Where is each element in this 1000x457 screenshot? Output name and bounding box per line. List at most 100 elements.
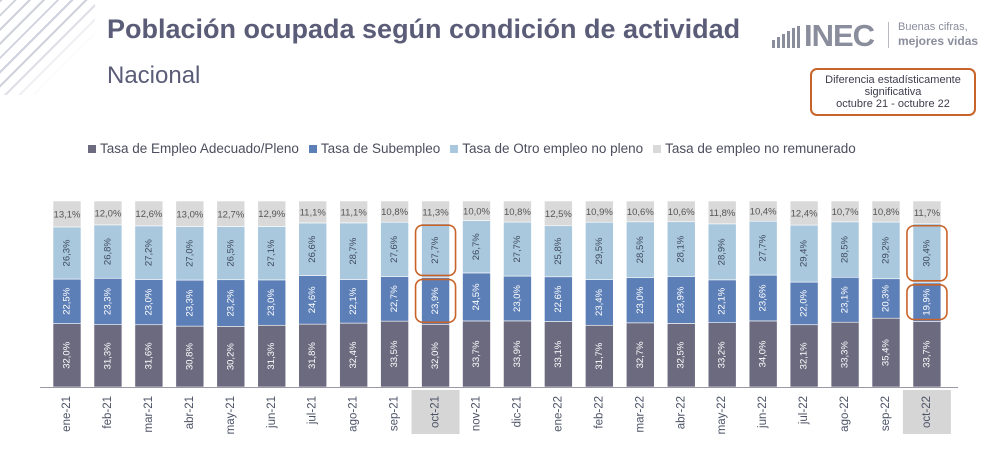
value-label-adecuado-oct-21: 32,0%	[430, 342, 441, 369]
value-label-subempleo-jun-21: 23,0%	[266, 289, 277, 316]
value-label-adecuado-may-22: 33,2%	[717, 341, 728, 368]
x-tick-label-ago-22: ago-22	[839, 396, 851, 432]
bar-subempleo-mar-21	[134, 279, 164, 326]
page-subtitle: Nacional	[107, 62, 201, 89]
bar-otro-jun-21	[257, 226, 287, 281]
legend-item-otro: Tasa de Otro empleo no pleno	[450, 141, 643, 156]
value-label-otro-mar-21: 27,2%	[143, 239, 154, 266]
value-label-subempleo-sep-22: 20,3%	[881, 284, 892, 311]
value-label-otro-feb-21: 26,8%	[102, 238, 113, 265]
bar-adecuado-feb-22	[585, 324, 614, 388]
x-tick-label-mar-22: mar-22	[634, 396, 646, 432]
bar-no-remunerado-nov-21	[462, 200, 491, 221]
value-label-subempleo-mar-21: 23,0%	[143, 288, 154, 315]
value-label-otro-jun-21: 27,1%	[266, 239, 277, 266]
value-label-subempleo-ene-21: 22,5%	[62, 287, 73, 314]
x-tick-label-feb-22: feb-22	[593, 396, 605, 429]
bar-no-remunerado-sep-22	[871, 200, 901, 223]
bar-adecuado-may-21	[216, 326, 246, 388]
value-label-no-remunerado-ago-22: 10,7%	[832, 207, 859, 218]
value-label-no-remunerado-jun-21: 12,9%	[258, 209, 285, 220]
bar-otro-feb-22	[585, 221, 614, 280]
x-tick-label-feb-21: feb-21	[102, 396, 114, 429]
bar-adecuado-jun-21	[257, 324, 287, 388]
bar-adecuado-jun-22	[748, 320, 778, 388]
note-line-3: octubre 21 - octubre 22	[836, 98, 950, 110]
bar-subempleo-ago-21	[339, 279, 368, 324]
bar-otro-ago-22	[830, 221, 860, 278]
bar-no-remunerado-mar-21	[134, 200, 164, 227]
bar-no-remunerado-abr-21	[175, 200, 205, 227]
value-label-otro-oct-22: 30,4%	[921, 239, 932, 266]
x-tick-label-may-21: may-21	[225, 396, 237, 434]
value-label-otro-ago-22: 28,5%	[840, 236, 851, 263]
legend-swatch-otro	[450, 144, 459, 153]
bar-subempleo-nov-21	[462, 272, 491, 322]
bar-otro-may-22	[707, 223, 737, 281]
bar-subempleo-jul-22	[789, 281, 819, 326]
bar-no-remunerado-ago-22	[830, 200, 860, 223]
legend-label-no-remunerado: Tasa de empleo no remunerado	[665, 141, 856, 156]
bar-no-remunerado-dic-21	[503, 200, 532, 223]
bar-subempleo-may-22	[707, 279, 737, 323]
logo-tagline-1: Buenas cifras,	[898, 21, 968, 33]
bar-otro-mar-22	[625, 221, 655, 279]
bar-subempleo-may-21	[216, 279, 246, 327]
value-label-subempleo-may-21: 23,2%	[225, 289, 236, 316]
value-label-adecuado-jun-22: 34,0%	[758, 340, 769, 367]
bar-subempleo-abr-22	[666, 276, 696, 324]
bar-adecuado-sep-22	[871, 317, 901, 388]
value-label-otro-feb-22: 29,5%	[594, 237, 605, 264]
value-label-otro-jun-22: 27,7%	[758, 234, 769, 261]
legend-item-adecuado: Tasa de Empleo Adecuado/Pleno	[88, 141, 299, 156]
bar-subempleo-mar-22	[625, 277, 655, 324]
highlight-box-subempleo-oct-21	[414, 278, 457, 324]
inec-bars-icon	[772, 26, 800, 48]
bar-no-remunerado-ene-22	[544, 200, 573, 227]
value-label-no-remunerado-may-21: 12,7%	[217, 209, 244, 220]
note-line-2: significativa	[864, 86, 922, 98]
value-label-subempleo-abr-22: 23,9%	[676, 286, 687, 313]
value-label-subempleo-dic-21: 23,0%	[512, 284, 523, 311]
bar-otro-mar-21	[134, 225, 164, 280]
value-label-subempleo-jul-22: 22,0%	[799, 289, 810, 316]
logo-divider	[888, 22, 889, 48]
highlight-label-bg-oct-21	[411, 390, 460, 434]
bar-no-remunerado-jun-21	[257, 200, 287, 227]
bar-subempleo-ago-22	[830, 276, 860, 323]
value-label-otro-may-22: 28,9%	[717, 238, 728, 265]
value-label-otro-ene-22: 25,8%	[553, 237, 564, 264]
bar-otro-sep-21	[380, 221, 409, 277]
value-label-otro-abr-21: 27,0%	[184, 239, 195, 266]
bar-no-remunerado-jun-22	[748, 200, 778, 222]
bar-subempleo-oct-22	[912, 282, 942, 322]
value-label-otro-jul-22: 29,4%	[799, 240, 810, 267]
legend-label-adecuado: Tasa de Empleo Adecuado/Pleno	[100, 141, 299, 156]
bar-adecuado-mar-21	[134, 324, 164, 388]
value-label-subempleo-mar-22: 23,0%	[635, 286, 646, 313]
page-title: Población ocupada según condición de act…	[107, 14, 741, 44]
bar-no-remunerado-feb-22	[585, 200, 614, 223]
x-tick-label-sep-21: sep-21	[389, 396, 401, 431]
bar-adecuado-ene-21	[52, 323, 82, 388]
value-label-adecuado-ago-22: 33,3%	[840, 341, 851, 368]
bar-adecuado-oct-22	[912, 321, 942, 388]
value-label-otro-sep-21: 27,6%	[389, 235, 400, 262]
value-label-adecuado-feb-21: 31,3%	[102, 342, 113, 369]
value-label-subempleo-jun-22: 23,6%	[758, 284, 769, 311]
bar-subempleo-sep-22	[871, 278, 901, 319]
x-tick-label-sep-22: sep-22	[880, 396, 892, 431]
bar-no-remunerado-may-21	[216, 200, 246, 227]
value-label-otro-may-21: 26,5%	[225, 239, 236, 266]
chart-legend: Tasa de Empleo Adecuado/Pleno Tasa de Su…	[88, 141, 866, 156]
bar-no-remunerado-sep-21	[380, 200, 409, 223]
value-label-otro-abr-22: 28,1%	[676, 235, 687, 262]
value-label-subempleo-feb-21: 23,3%	[102, 287, 113, 314]
value-label-no-remunerado-nov-21: 10,0%	[463, 206, 490, 217]
legend-swatch-subempleo	[308, 144, 317, 153]
value-label-subempleo-oct-21: 23,9%	[430, 287, 441, 314]
note-line-1: Diferencia estadísticamente	[825, 74, 961, 86]
x-tick-label-mar-21: mar-21	[143, 396, 155, 432]
value-label-subempleo-nov-21: 24,5%	[471, 283, 482, 310]
value-label-no-remunerado-oct-21: 11,3%	[422, 208, 449, 219]
